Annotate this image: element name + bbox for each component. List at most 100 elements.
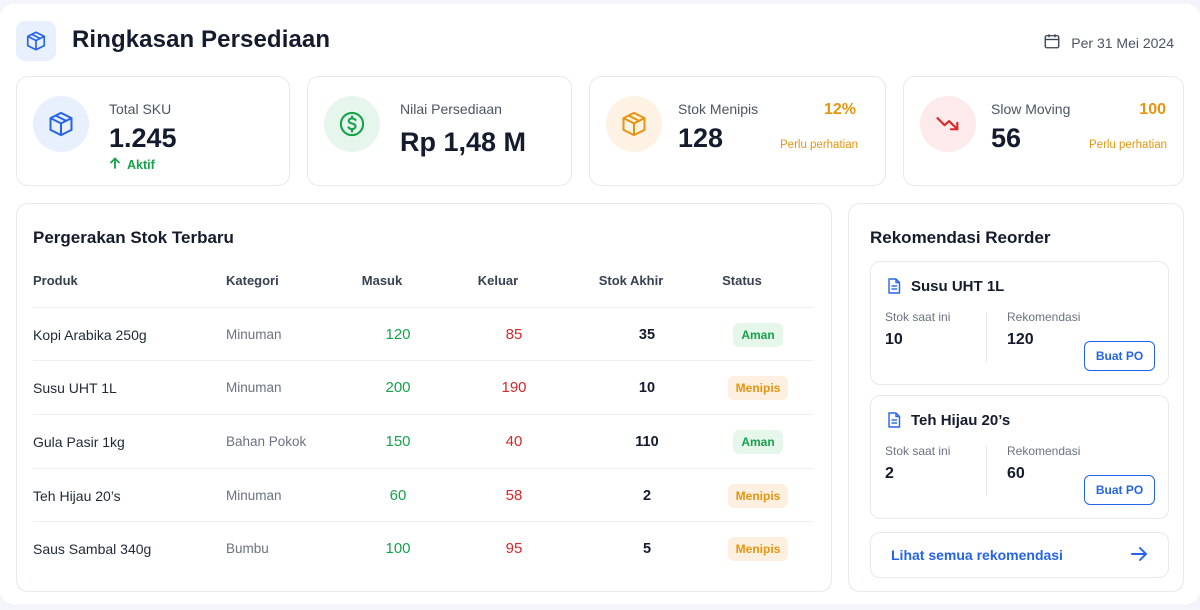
qty-out: 58 bbox=[505, 487, 523, 504]
qty-in: 100 bbox=[385, 540, 411, 557]
product-name: Kopi Arabika 250g bbox=[33, 326, 147, 343]
dashboard-panel: Ringkasan Persediaan Per 31 Mei 2024 Tot… bbox=[0, 4, 1200, 604]
recommendation-label: Rekomendasi bbox=[1007, 310, 1081, 324]
end-stock: 35 bbox=[638, 326, 656, 343]
stat-value: 56 bbox=[991, 123, 1022, 153]
qty-out: 95 bbox=[505, 540, 523, 557]
document-icon bbox=[887, 412, 901, 433]
qty-out: 190 bbox=[501, 379, 527, 396]
reorder-item: Susu UHT 1L Stok saat ini 10 Rekomendasi… bbox=[870, 261, 1169, 385]
qty-in: 60 bbox=[389, 487, 407, 504]
stat-value: 1.245 bbox=[109, 123, 177, 153]
stat-value: 128 bbox=[678, 123, 724, 153]
stat-percent: 12% bbox=[823, 101, 856, 118]
reorder-recommendations-card: Rekomendasi Reorder Susu UHT 1L Stok saa… bbox=[848, 203, 1184, 592]
category: Bumbu bbox=[226, 541, 269, 556]
stat-label: Stok Menipis bbox=[678, 101, 759, 117]
stat-card-total-sku: Total SKU 1.245 Aktif bbox=[16, 76, 290, 186]
box-icon bbox=[606, 96, 662, 152]
report-date-text: Per 31 Mei 2024 bbox=[1071, 34, 1174, 51]
reorder-item: Teh Hijau 20’s Stok saat ini 2 Rekomenda… bbox=[870, 395, 1169, 519]
qty-in: 150 bbox=[385, 433, 411, 450]
view-all-recommendations-link[interactable]: Lihat semua rekomendasi bbox=[870, 532, 1169, 578]
status-cell: Aman bbox=[713, 308, 803, 361]
table-row[interactable]: Kopi Arabika 250g Minuman 120 85 35 Aman bbox=[33, 307, 813, 360]
arrow-up-icon bbox=[109, 157, 121, 172]
qty-in: 200 bbox=[385, 379, 411, 396]
stat-trend-text: Aktif bbox=[127, 157, 155, 172]
stat-label: Nilai Persediaan bbox=[400, 101, 502, 117]
stat-value: Rp 1,48 M bbox=[400, 127, 527, 157]
end-stock: 110 bbox=[635, 433, 659, 450]
column-header-out: Keluar bbox=[477, 273, 519, 288]
status-badge: Aman bbox=[733, 322, 783, 347]
category: Minuman bbox=[226, 488, 282, 503]
current-stock-value: 10 bbox=[885, 331, 903, 348]
column-header-end-stock: Stok Akhir bbox=[598, 273, 664, 288]
view-all-label: Lihat semua rekomendasi bbox=[891, 547, 1063, 563]
divider bbox=[986, 312, 987, 362]
status-cell: Menipis bbox=[713, 522, 803, 575]
qty-out: 40 bbox=[505, 433, 523, 450]
create-po-button[interactable]: Buat PO bbox=[1084, 475, 1155, 505]
recommendation-label: Rekomendasi bbox=[1007, 444, 1081, 458]
table-row[interactable]: Teh Hijau 20’s Minuman 60 58 2 Menipis bbox=[33, 468, 813, 521]
stat-trend: Aktif bbox=[109, 157, 155, 172]
end-stock: 2 bbox=[642, 487, 652, 504]
stat-note: Perlu perhatian bbox=[1089, 139, 1167, 151]
table-row[interactable]: Saus Sambal 340g Bumbu 100 95 5 Menipis bbox=[33, 521, 813, 574]
recommendation-value: 60 bbox=[1007, 465, 1025, 482]
column-header-category: Kategori bbox=[226, 273, 279, 288]
status-badge: Aman bbox=[733, 429, 783, 454]
current-stock-label: Stok saat ini bbox=[885, 444, 951, 458]
stat-label: Slow Moving bbox=[991, 101, 1071, 117]
page-title: Ringkasan Persediaan bbox=[72, 26, 331, 53]
reorder-product-name: Teh Hijau 20’s bbox=[911, 412, 1011, 429]
status-badge: Menipis bbox=[727, 483, 789, 508]
category: Bahan Pokok bbox=[226, 434, 307, 449]
section-title: Rekomendasi Reorder bbox=[870, 228, 1051, 247]
report-date: Per 31 Mei 2024 bbox=[1043, 32, 1174, 53]
product-name: Saus Sambal 340g bbox=[33, 540, 152, 557]
status-badge: Menipis bbox=[727, 536, 789, 561]
qty-out: 85 bbox=[505, 326, 523, 343]
column-header-in: Masuk bbox=[361, 273, 403, 288]
recommendation-value: 120 bbox=[1007, 331, 1034, 348]
end-stock: 10 bbox=[638, 379, 656, 396]
create-po-button[interactable]: Buat PO bbox=[1084, 341, 1155, 371]
column-header-status: Status bbox=[722, 273, 762, 288]
status-cell: Menipis bbox=[713, 361, 803, 414]
document-icon bbox=[887, 278, 901, 299]
current-stock-value: 2 bbox=[885, 465, 894, 482]
stat-note: Perlu perhatian bbox=[780, 139, 858, 151]
dollar-icon bbox=[324, 96, 380, 152]
category: Minuman bbox=[226, 380, 282, 395]
status-cell: Menipis bbox=[713, 469, 803, 522]
table-row[interactable]: Gula Pasir 1kg Bahan Pokok 150 40 110 Am… bbox=[33, 414, 813, 467]
table-row[interactable]: Susu UHT 1L Minuman 200 190 10 Menipis bbox=[33, 360, 813, 413]
stat-card-inventory-value: Nilai Persediaan Rp 1,48 M bbox=[307, 76, 572, 186]
product-name: Susu UHT 1L bbox=[33, 379, 117, 396]
status-cell: Aman bbox=[713, 415, 803, 468]
product-name: Teh Hijau 20’s bbox=[33, 487, 121, 504]
divider bbox=[986, 446, 987, 496]
arrow-right-icon bbox=[1130, 546, 1148, 565]
column-header-product: Produk bbox=[33, 273, 78, 288]
reorder-product-name: Susu UHT 1L bbox=[911, 278, 1005, 295]
stat-card-low-stock: Stok Menipis 128 12% Perlu perhatian bbox=[589, 76, 886, 186]
stat-count: 100 bbox=[1139, 101, 1166, 118]
product-name: Gula Pasir 1kg bbox=[33, 433, 125, 450]
calendar-icon bbox=[1043, 32, 1061, 53]
stat-label: Total SKU bbox=[109, 101, 172, 117]
section-title: Pergerakan Stok Terbaru bbox=[33, 228, 234, 247]
status-badge: Menipis bbox=[727, 375, 789, 400]
box-icon bbox=[33, 96, 89, 152]
stat-card-slow-moving: Slow Moving 56 100 Perlu perhatian bbox=[903, 76, 1184, 186]
category: Minuman bbox=[226, 327, 282, 342]
stock-movements-card: Pergerakan Stok Terbaru Produk Kategori … bbox=[16, 203, 832, 592]
box-icon bbox=[16, 21, 56, 61]
qty-in: 120 bbox=[385, 326, 411, 343]
trend-down-icon bbox=[920, 96, 976, 152]
end-stock: 5 bbox=[642, 540, 652, 557]
current-stock-label: Stok saat ini bbox=[885, 310, 951, 324]
